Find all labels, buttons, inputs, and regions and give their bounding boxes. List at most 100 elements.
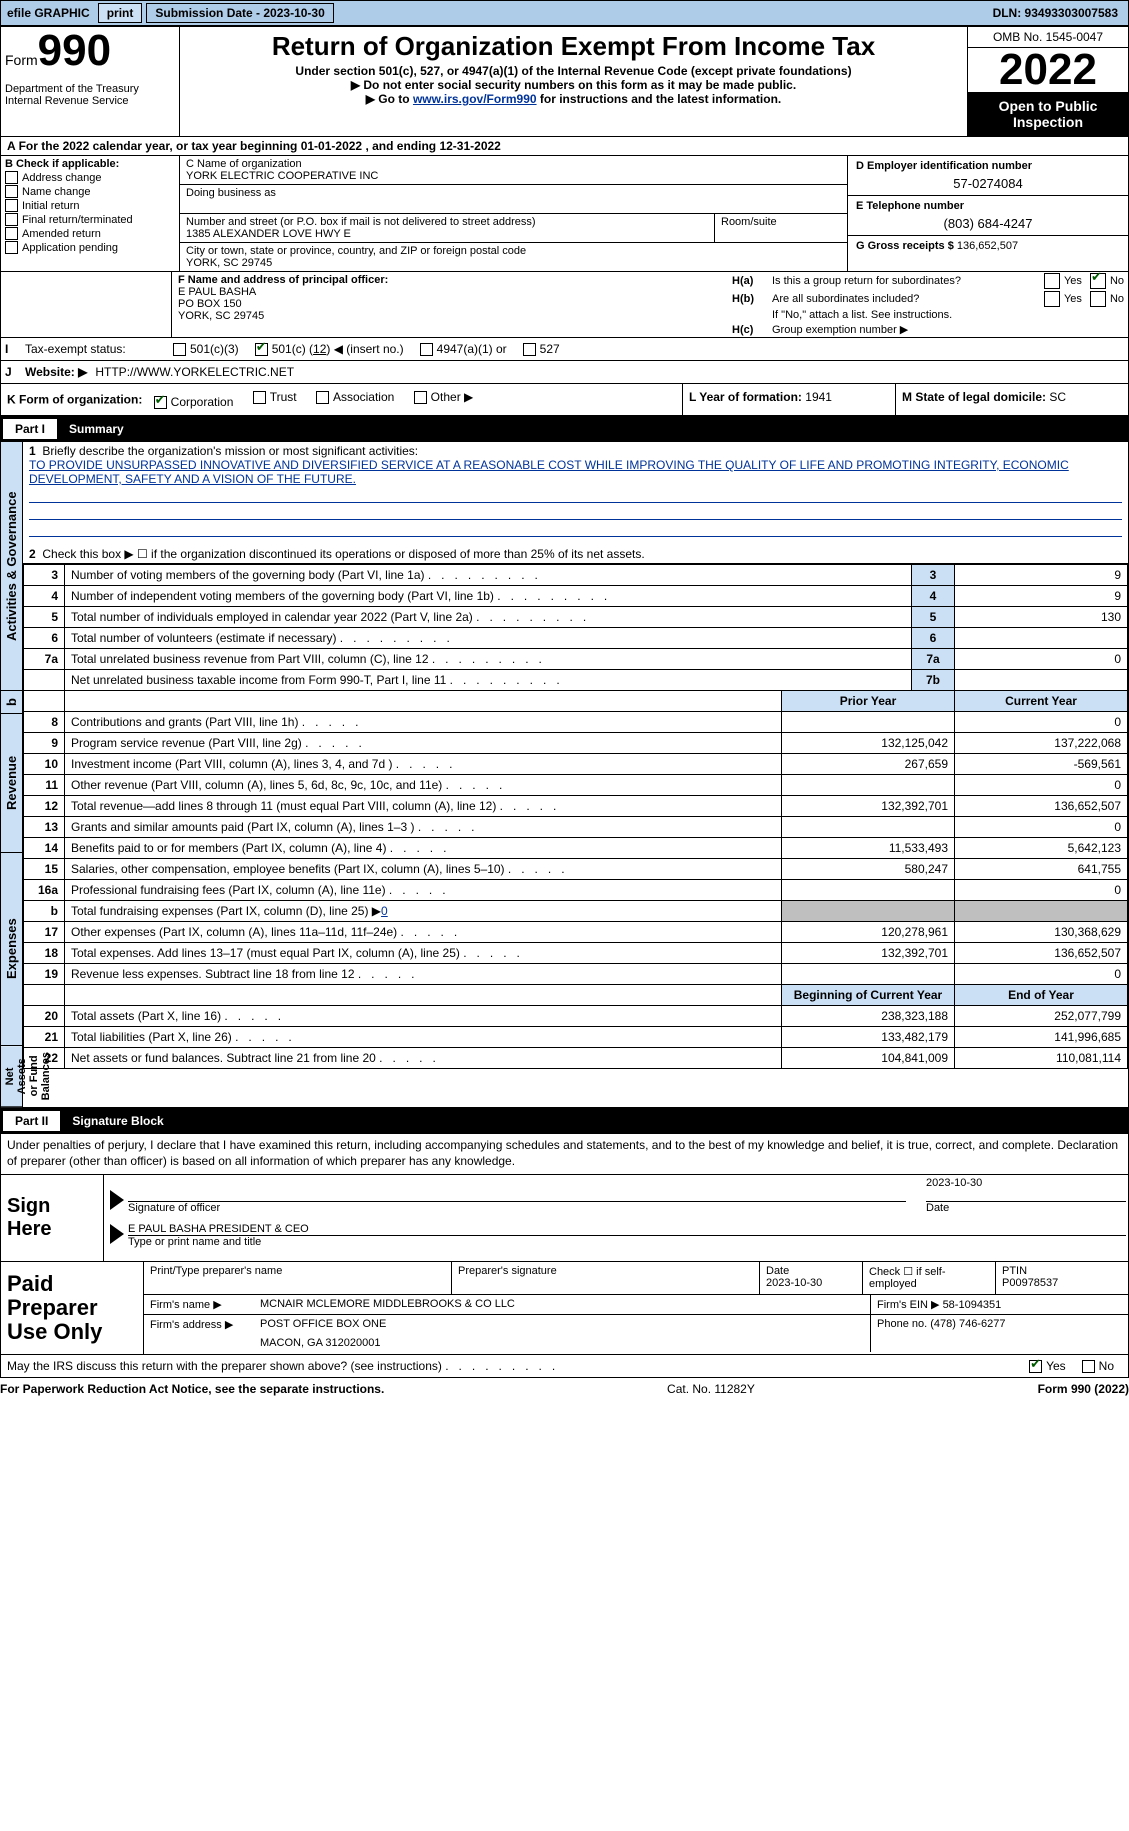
row-label: Total unrelated business revenue from Pa…	[65, 649, 912, 670]
row-num: 17	[24, 922, 65, 943]
row-num: 16a	[24, 880, 65, 901]
col-k: K Form of organization: Corporation Trus…	[1, 384, 683, 415]
table-row: 15 Salaries, other compensation, employe…	[24, 859, 1128, 880]
chk-lbl: Name change	[22, 186, 91, 198]
fin-body: Prior Year Current Year 8 Contributions …	[23, 691, 1128, 1107]
row-num: 21	[24, 1027, 65, 1048]
chk-address-change[interactable]: Address change	[5, 171, 175, 184]
chk-final-return[interactable]: Final return/terminated	[5, 213, 175, 226]
row-label: Net unrelated business taxable income fr…	[65, 670, 912, 691]
sig-officer-label: Signature of officer	[128, 1202, 906, 1214]
m-label: M State of legal domicile:	[902, 390, 1046, 404]
chk-lbl: Final return/terminated	[22, 214, 133, 226]
row-value: 0	[955, 649, 1128, 670]
hb-yes-chk[interactable]	[1044, 291, 1060, 307]
chk-501c[interactable]: 501(c) ( 12 ) ◀ (insert no.)	[255, 342, 404, 356]
row-label: Professional fundraising fees (Part IX, …	[65, 880, 782, 901]
end-value: 141,996,685	[955, 1027, 1128, 1048]
current-value: 0	[955, 712, 1128, 733]
begin-value: 133,482,179	[782, 1027, 955, 1048]
row-a-end: 12-31-2022	[439, 139, 500, 153]
mission-box: 1 Briefly describe the organization's mi…	[23, 442, 1128, 564]
row-a-begin: 01-01-2022	[301, 139, 362, 153]
dln-label: DLN: 93493303007583	[993, 6, 1128, 20]
chk-trust[interactable]: Trust	[253, 390, 297, 404]
ein-value: 57-0274084	[856, 176, 1120, 191]
org-name-label: C Name of organization	[186, 158, 841, 170]
print-button[interactable]: print	[98, 3, 143, 23]
sig-row1: Signature of officer 2023-10-30 Date	[106, 1177, 1126, 1214]
opt-assoc: Association	[333, 390, 394, 404]
row-label: Total expenses. Add lines 13–17 (must eq…	[65, 943, 782, 964]
h-b-line: H(b) Are all subordinates included? Yes …	[728, 290, 1128, 308]
prep-line1: Print/Type preparer's name Preparer's si…	[144, 1262, 1128, 1295]
row-num	[24, 670, 65, 691]
col-b-label: B Check if applicable:	[5, 158, 175, 170]
mission-blank1	[29, 486, 1122, 503]
row-box: 6	[912, 628, 955, 649]
opt-501c-b: ) ◀ (insert no.)	[326, 342, 403, 356]
chk-527[interactable]: 527	[523, 342, 560, 356]
blank-num	[24, 691, 65, 712]
ha-no-chk[interactable]	[1090, 273, 1106, 289]
discuss-yes[interactable]: Yes	[1029, 1359, 1066, 1373]
prep-sig-cell: Preparer's signature	[452, 1262, 760, 1294]
col-l: L Year of formation: 1941	[683, 384, 896, 415]
row-label: Total liabilities (Part X, line 26)	[65, 1027, 782, 1048]
table-row: 12 Total revenue—add lines 8 through 11 …	[24, 796, 1128, 817]
chk-4947[interactable]: 4947(a)(1) or	[420, 342, 507, 356]
row-label: Revenue less expenses. Subtract line 18 …	[65, 964, 782, 985]
table-row: 19 Revenue less expenses. Subtract line …	[24, 964, 1128, 985]
firm-ein-value: 58-1094351	[943, 1299, 1002, 1311]
h-c-line: H(c) Group exemption number ▶	[728, 322, 1128, 337]
irs-link[interactable]: www.irs.gov/Form990	[413, 92, 537, 106]
ha-yes-chk[interactable]	[1044, 273, 1060, 289]
prep-sig-label: Preparer's signature	[458, 1265, 753, 1277]
col-f: F Name and address of principal officer:…	[172, 272, 728, 337]
row-label: Net assets or fund balances. Subtract li…	[65, 1048, 782, 1069]
prior-value	[782, 712, 955, 733]
prep-ptin-value: P00978537	[1002, 1277, 1122, 1289]
chk-501c3[interactable]: 501(c)(3)	[173, 342, 239, 356]
prep-ptin-cell: PTIN P00978537	[996, 1262, 1128, 1294]
dept-label: Department of the Treasury Internal Reve…	[5, 83, 175, 107]
chk-other[interactable]: Other ▶	[414, 390, 474, 404]
row-num: 10	[24, 754, 65, 775]
chk-name-change[interactable]: Name change	[5, 185, 175, 198]
sig-date-block: 2023-10-30 Date	[926, 1177, 1126, 1214]
row-j: J Website: ▶ HTTP://WWW.YORKELECTRIC.NET	[0, 361, 1129, 384]
form-number-cell: Form990 Department of the Treasury Inter…	[1, 27, 180, 136]
q1-text: Briefly describe the organization's miss…	[42, 444, 418, 458]
row-box: 5	[912, 607, 955, 628]
hb-no-chk[interactable]	[1090, 291, 1106, 307]
hb-text: Are all subordinates included?	[772, 293, 1044, 305]
prior-value	[782, 901, 955, 922]
row-label: Total number of volunteers (estimate if …	[65, 628, 912, 649]
chk-association[interactable]: Association	[316, 390, 394, 404]
room-cell: Room/suite	[715, 214, 847, 242]
table-row: 4 Number of independent voting members o…	[24, 586, 1128, 607]
chk-initial-return[interactable]: Initial return	[5, 199, 175, 212]
sig-declaration: Under penalties of perjury, I declare th…	[0, 1134, 1129, 1174]
table-row: 14 Benefits paid to or for members (Part…	[24, 838, 1128, 859]
prep-selfemp-label[interactable]: Check ☐ if self-employed	[869, 1265, 989, 1290]
col-f-spacer	[1, 272, 172, 337]
addr-row: Number and street (or P.O. box if mail i…	[180, 214, 847, 243]
chk-corporation[interactable]: Corporation	[154, 395, 234, 409]
current-value: -569,561	[955, 754, 1128, 775]
chk-lbl: Address change	[22, 172, 102, 184]
f-name: E PAUL BASHA	[178, 286, 722, 298]
discuss-no[interactable]: No	[1082, 1359, 1114, 1373]
current-value: 0	[955, 964, 1128, 985]
row-box: 4	[912, 586, 955, 607]
table-row: 18 Total expenses. Add lines 13–17 (must…	[24, 943, 1128, 964]
sign-here-row: Sign Here Signature of officer 2023-10-3…	[0, 1175, 1129, 1262]
chk-application-pending[interactable]: Application pending	[5, 241, 175, 254]
activities-governance-section: Activities & Governance 1 Briefly descri…	[0, 442, 1129, 691]
chk-amended-return[interactable]: Amended return	[5, 227, 175, 240]
discuss-text: May the IRS discuss this return with the…	[7, 1359, 555, 1373]
row-box: 7a	[912, 649, 955, 670]
table-row: 8 Contributions and grants (Part VIII, l…	[24, 712, 1128, 733]
prep-line3: Firm's address ▶ POST OFFICE BOX ONE MAC…	[144, 1315, 1128, 1352]
table-row: 17 Other expenses (Part IX, column (A), …	[24, 922, 1128, 943]
